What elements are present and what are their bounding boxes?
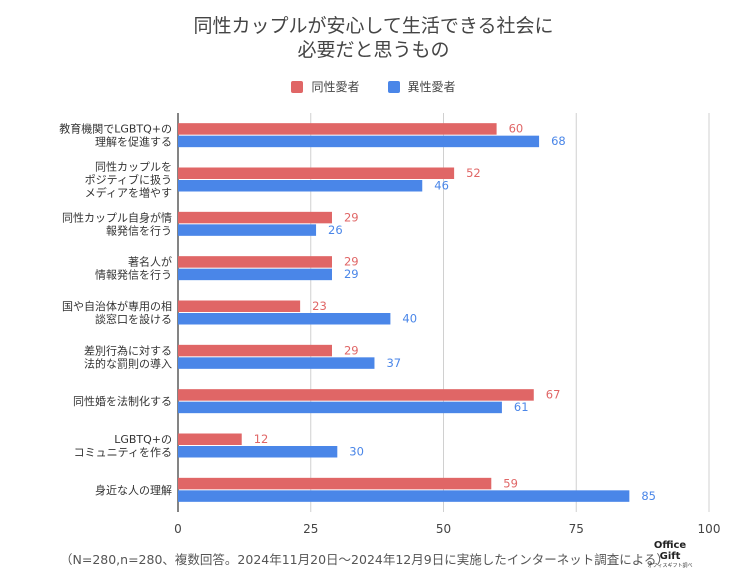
legend-item-heterosexual: 異性愛者 — [387, 78, 456, 95]
category-label: 同性カップルを — [95, 160, 172, 174]
data-label-homosexual: 59 — [503, 476, 518, 490]
category-label: 情報発信を行う — [95, 268, 172, 282]
logo-line-1: Office — [653, 540, 687, 551]
category-label: 教育機関でLGBTQ+の — [59, 122, 172, 136]
category-label: 報発信を行う — [106, 223, 172, 237]
category-label: 差別行為に対する — [84, 343, 172, 357]
category-label: 談窓口を設ける — [95, 312, 172, 326]
data-label-heterosexual: 29 — [344, 267, 359, 281]
legend: 同性愛者 異性愛者 — [0, 78, 747, 95]
legend-item-homosexual: 同性愛者 — [291, 78, 360, 95]
category-label: 同性婚を法制化する — [73, 394, 172, 408]
bar-heterosexual — [178, 135, 540, 148]
bar-heterosexual — [178, 357, 375, 369]
bar-homosexual — [178, 123, 497, 135]
data-label-homosexual: 52 — [466, 166, 481, 180]
bar-homosexual — [178, 344, 332, 357]
category-label: ポジティブに扱う — [85, 173, 172, 187]
logo-line-3: オフィスギフト調べ — [647, 563, 693, 569]
office-gift-logo: Office Gift オフィスギフト調べ — [640, 540, 700, 570]
data-label-heterosexual: 46 — [434, 179, 449, 193]
data-label-homosexual: 29 — [344, 343, 359, 357]
bar-homosexual — [178, 433, 242, 445]
category-label: 同性カップル自身が情 — [62, 210, 172, 224]
category-label: 理解を促進する — [95, 135, 172, 149]
bar-homosexual — [178, 300, 301, 312]
legend-swatch-homosexual — [291, 80, 304, 93]
data-label-homosexual: 23 — [312, 299, 327, 313]
data-label-heterosexual: 40 — [402, 312, 417, 326]
chart-title-line-1: 同性カップルが安心して生活できる社会に — [193, 15, 554, 37]
bar-homosexual — [178, 211, 332, 224]
bar-heterosexual — [178, 490, 630, 502]
bar-homosexual — [178, 167, 455, 179]
bar-homosexual — [178, 256, 332, 268]
bar-heterosexual — [178, 268, 332, 281]
category-label: メディアを増やす — [85, 186, 172, 200]
bar-heterosexual — [178, 446, 338, 458]
category-label: 法的な罰則の導入 — [84, 356, 172, 370]
data-label-heterosexual: 68 — [551, 134, 566, 148]
x-tick-label: 75 — [569, 522, 584, 536]
bar-heterosexual — [178, 313, 391, 325]
data-label-homosexual: 67 — [546, 388, 561, 402]
category-label: 著名人が — [128, 255, 172, 269]
data-label-heterosexual: 26 — [328, 223, 343, 237]
category-label: 国や自治体が専用の相 — [62, 299, 172, 313]
data-label-homosexual: 29 — [344, 255, 359, 269]
bar-heterosexual — [178, 180, 423, 192]
bar-heterosexual — [178, 401, 502, 414]
data-label-homosexual: 12 — [254, 432, 269, 446]
bar-heterosexual — [178, 224, 317, 236]
bar-homosexual — [178, 477, 492, 490]
legend-swatch-heterosexual — [387, 80, 400, 93]
data-label-heterosexual: 61 — [514, 400, 529, 414]
data-label-heterosexual: 85 — [641, 489, 656, 503]
x-tick-label: 50 — [436, 522, 451, 536]
data-label-heterosexual: 30 — [349, 445, 364, 459]
category-label: LGBTQ+の — [114, 433, 172, 446]
x-tick-label: 0 — [174, 522, 182, 536]
x-tick-label: 25 — [303, 522, 318, 536]
bar-homosexual — [178, 389, 534, 401]
chart-title-line-2: 必要だと思うもの — [297, 39, 450, 61]
logo-line-2: Gift — [659, 551, 681, 562]
category-label: 身近な人の理解 — [95, 483, 172, 497]
data-label-homosexual: 60 — [509, 122, 524, 136]
legend-label-heterosexual: 異性愛者 — [407, 80, 456, 94]
footnote: （N=280,n=280、複数回答。2024年11月20日〜2024年12月9日… — [60, 552, 669, 567]
data-label-heterosexual: 37 — [386, 356, 401, 370]
category-label: コミュニティを作る — [74, 446, 172, 459]
legend-label-homosexual: 同性愛者 — [311, 80, 360, 94]
data-label-homosexual: 29 — [344, 210, 359, 224]
x-tick-label: 100 — [698, 522, 721, 536]
